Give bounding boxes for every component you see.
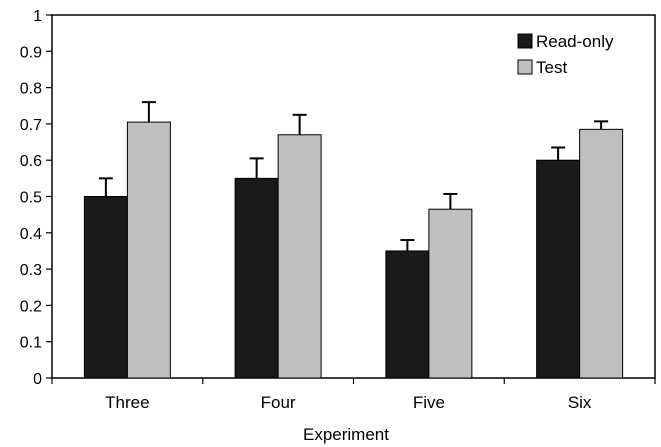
- x-tick-label: Four: [261, 393, 296, 412]
- y-axis: 0 0.1 0.2 0.3 0.4 0.5 0.6 0.7 0.8 0.9 1: [20, 8, 52, 388]
- y-tick-label: 0.5: [20, 190, 42, 207]
- legend-swatch: [517, 33, 533, 49]
- y-tick-label: 0.6: [20, 153, 42, 170]
- bar-test-six: [579, 128, 624, 379]
- y-tick-label: 0.9: [20, 44, 42, 61]
- bar-read-only-four: [234, 177, 279, 379]
- x-axis: Three Four Five Six: [51, 378, 656, 412]
- y-tick-label: 0.1: [20, 335, 42, 352]
- legend: Read-only Test: [517, 32, 614, 77]
- y-tick-label: 0.8: [20, 81, 42, 98]
- x-tick-label: Five: [413, 393, 445, 412]
- x-tick-label: Six: [568, 393, 592, 412]
- bar-test-four: [277, 134, 322, 379]
- error-bars-group: [98, 101, 609, 251]
- legend-label: Read-only: [536, 32, 614, 51]
- bar-test-three: [126, 121, 171, 379]
- bar-read-only-six: [536, 159, 581, 379]
- y-tick-label: 0.7: [20, 117, 42, 134]
- bar-test-five: [428, 208, 473, 379]
- y-tick-label: 0.4: [20, 226, 42, 243]
- legend-swatch: [517, 59, 533, 75]
- bars-group: [83, 121, 624, 379]
- x-tick-label: Three: [105, 393, 149, 412]
- y-tick-label: 0.2: [20, 298, 42, 315]
- y-tick-label: 0: [33, 371, 42, 388]
- bar-read-only-three: [83, 196, 128, 379]
- x-axis-title: Experiment: [303, 425, 389, 444]
- y-tick-label: 1: [33, 8, 42, 25]
- y-tick-label: 0.3: [20, 262, 42, 279]
- legend-label: Test: [536, 58, 567, 77]
- bar-read-only-five: [385, 250, 430, 379]
